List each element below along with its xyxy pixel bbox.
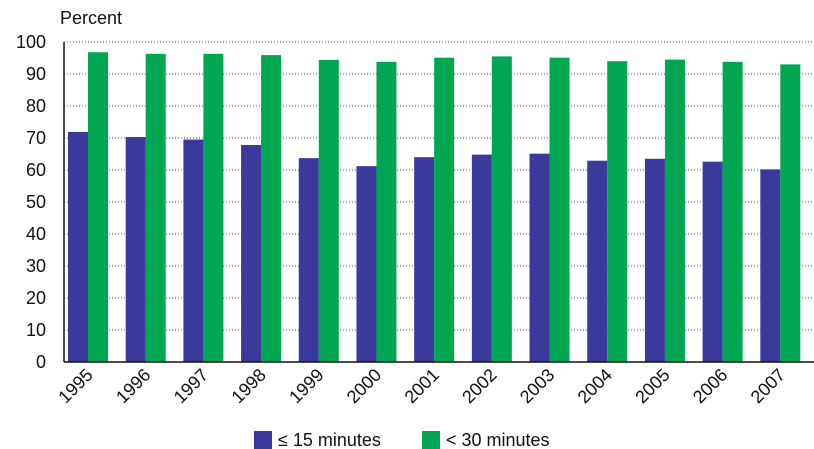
bar-lt-30-minutes-2000	[376, 61, 397, 363]
legend-label-lt-30-minutes: < 30 minutes	[446, 430, 550, 449]
x-tick-label: 2000	[343, 365, 385, 407]
axes	[63, 42, 814, 363]
y-tick-label: 20	[26, 288, 46, 308]
y-tick-label: 60	[26, 160, 46, 180]
bar-le-15-minutes-2002	[471, 154, 492, 362]
y-axis-title: Percent	[60, 8, 122, 28]
bar-le-15-minutes-2005	[644, 158, 665, 362]
legend-swatch-le-15-minutes	[254, 431, 272, 449]
y-tick-label: 10	[26, 320, 46, 340]
x-tick-label: 1996	[112, 365, 154, 407]
bar-lt-30-minutes-1998	[261, 55, 282, 363]
bar-lt-30-minutes-1999	[318, 59, 339, 363]
x-tick-label: 2001	[401, 365, 443, 407]
y-tick-label: 40	[26, 224, 46, 244]
bar-lt-30-minutes-2002	[491, 56, 512, 363]
x-tick-label: 2003	[516, 365, 558, 407]
bars	[68, 52, 801, 363]
bar-le-15-minutes-1996	[125, 137, 146, 362]
bar-lt-30-minutes-1995	[88, 52, 108, 363]
y-tick-label: 0	[36, 352, 46, 372]
x-tick-label: 2007	[747, 365, 789, 407]
bar-lt-30-minutes-2003	[549, 57, 570, 363]
bar-le-15-minutes-1995	[68, 131, 88, 362]
y-tick-label: 70	[26, 128, 46, 148]
bar-lt-30-minutes-2005	[664, 59, 685, 362]
legend-label-le-15-minutes: ≤ 15 minutes	[278, 430, 381, 449]
bar-le-15-minutes-2000	[356, 166, 377, 362]
bar-lt-30-minutes-1996	[145, 53, 166, 363]
x-tick-label: 2004	[574, 365, 616, 407]
y-tick-labels: 0 10 20 30 40 50 60 70 80 90 100	[16, 32, 46, 372]
bar-lt-30-minutes-2004	[607, 61, 628, 362]
bar-le-15-minutes-2001	[414, 157, 435, 362]
y-tick-label: 100	[16, 32, 46, 52]
y-tick-label: 90	[26, 64, 46, 84]
bar-lt-30-minutes-2006	[722, 61, 743, 363]
bar-le-15-minutes-2006	[702, 161, 723, 362]
x-tick-label: 2002	[458, 365, 500, 407]
y-tick-label: 50	[26, 192, 46, 212]
x-tick-label: 1999	[285, 365, 327, 407]
x-tick-label: 1998	[227, 365, 269, 407]
y-tick-label: 30	[26, 256, 46, 276]
bar-le-15-minutes-2004	[587, 160, 608, 362]
legend: ≤ 15 minutes < 30 minutes	[254, 430, 550, 449]
bar-le-15-minutes-1999	[298, 158, 319, 362]
x-tick-label: 1995	[54, 365, 96, 407]
bar-lt-30-minutes-2001	[434, 57, 455, 363]
bar-le-15-minutes-1997	[183, 139, 204, 362]
bar-le-15-minutes-1998	[241, 145, 262, 362]
x-tick-label: 1997	[170, 365, 212, 407]
bar-lt-30-minutes-1997	[203, 53, 224, 363]
bar-le-15-minutes-2007	[760, 169, 781, 362]
bar-lt-30-minutes-2007	[780, 64, 801, 363]
x-tick-label: 2006	[689, 365, 731, 407]
x-tick-label: 2005	[631, 365, 673, 407]
x-tick-labels: 1995 1996 1997 1998 1999 2000 2001 2002 2003 2004…	[54, 365, 789, 407]
y-tick-label: 80	[26, 96, 46, 116]
bar-le-15-minutes-2003	[529, 153, 550, 362]
legend-swatch-lt-30-minutes	[422, 431, 440, 449]
